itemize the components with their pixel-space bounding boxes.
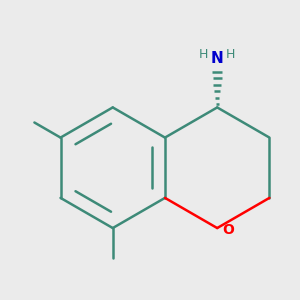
Text: H: H — [226, 48, 236, 61]
Text: N: N — [211, 51, 224, 66]
Text: O: O — [223, 223, 234, 237]
Text: H: H — [199, 48, 208, 61]
